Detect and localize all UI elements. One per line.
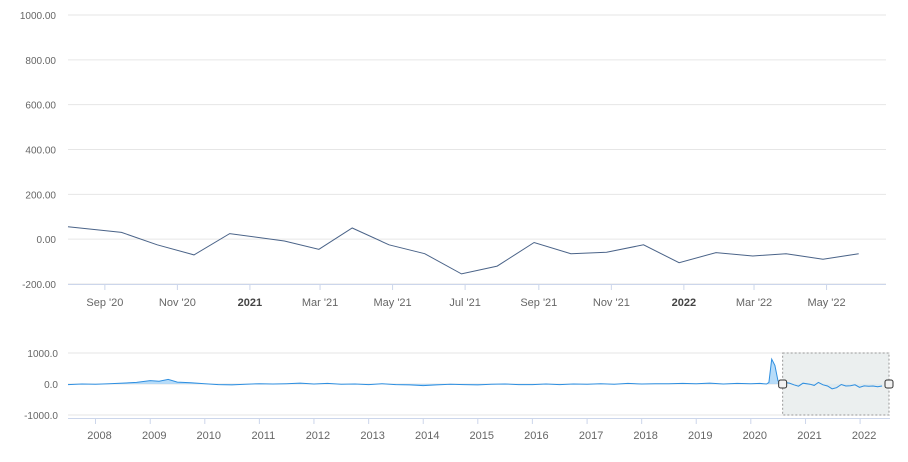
navigator-right-handle[interactable]: [884, 379, 894, 389]
main-series-line: [67, 226, 859, 275]
main-y-tick-label: 1000.00: [20, 11, 57, 22]
main-y-tick-label: 800.00: [25, 56, 56, 67]
navigator-x-tick-label: 2013: [360, 430, 384, 442]
navigator-y-tick-label: 1000.0: [27, 349, 58, 360]
navigator-selected-series-line: [782, 381, 883, 390]
main-x-tick-label: Nov '21: [593, 297, 630, 309]
main-x-tick-label: May '22: [807, 297, 845, 309]
navigator-x-tick-label: 2014: [415, 430, 439, 442]
navigator-x-tick-label: 2021: [797, 430, 821, 442]
navigator-x-tick-label: 2008: [87, 430, 111, 442]
main-x-tick-label: Nov '20: [159, 297, 196, 309]
main-x-tick-label: 2022: [672, 297, 696, 309]
main-x-tick-label: May '21: [373, 297, 411, 309]
navigator-selection-mask[interactable]: [782, 352, 890, 416]
main-x-tick-label: Sep '21: [520, 297, 557, 309]
main-x-tick-label: Mar '21: [302, 297, 338, 309]
navigator-x-tick-label: 2009: [142, 430, 166, 442]
navigator-x-tick-label: 2018: [633, 430, 657, 442]
navigator-x-tick-label: 2020: [743, 430, 767, 442]
main-x-tick-label: Mar '22: [736, 297, 772, 309]
navigator-x-tick-label: 2017: [579, 430, 603, 442]
navigator-x-tick-label: 2011: [252, 430, 276, 442]
navigator-y-tick-label: -1000.0: [24, 411, 58, 422]
navigator[interactable]: 1000.0 0.0 -1000.0 2008 2009 2010 2011 2012 2013…: [24, 349, 894, 442]
navigator-x-tick-label: 2012: [306, 430, 330, 442]
navigator-x-tick-label: 2019: [688, 430, 712, 442]
main-y-tick-label: 0.00: [37, 235, 57, 246]
navigator-x-tick-label: 2022: [852, 430, 876, 442]
navigator-x-tick-label: 2015: [470, 430, 494, 442]
main-y-tick-label: 200.00: [25, 190, 56, 201]
main-plot: 1000.00 800.00 600.00 400.00 200.00 0.00 -200.…: [20, 11, 886, 309]
navigator-left-handle[interactable]: [778, 379, 788, 389]
navigator-x-tick-label: 2016: [524, 430, 548, 442]
main-x-tick-label: Sep '20: [86, 297, 123, 309]
main-y-tick-label: -200.00: [22, 280, 56, 291]
main-x-tick-label: Jul '21: [449, 297, 480, 309]
main-y-tick-label: 400.00: [25, 146, 56, 157]
navigator-y-tick-label: 0.0: [44, 380, 58, 391]
main-y-tick-label: 600.00: [25, 101, 56, 112]
navigator-x-tick-label: 2010: [197, 430, 221, 442]
main-x-tick-label: 2021: [238, 297, 262, 309]
